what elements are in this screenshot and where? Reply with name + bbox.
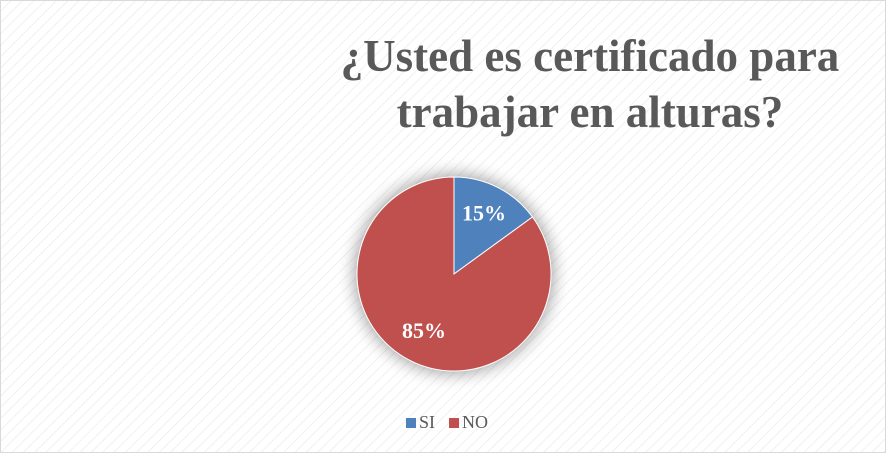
legend-label: NO [462, 412, 488, 432]
chart-title: ¿Usted es certificado para trabajar en a… [340, 31, 840, 137]
legend-swatch [406, 418, 416, 428]
pie-slice [453, 176, 534, 275]
legend-swatch [449, 418, 460, 428]
data-label: 15% [462, 200, 506, 225]
pie-slice [356, 176, 552, 372]
legend-label: SI [419, 412, 435, 432]
data-label: 85% [402, 318, 446, 343]
